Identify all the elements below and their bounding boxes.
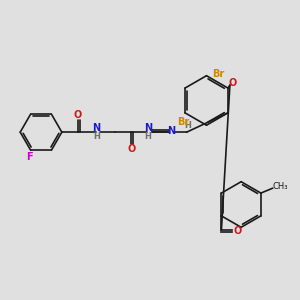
Text: CH₃: CH₃ (273, 182, 288, 191)
Text: Br: Br (177, 117, 189, 127)
Text: Br: Br (212, 69, 224, 79)
Text: O: O (127, 144, 135, 154)
Text: O: O (229, 78, 237, 88)
Text: H: H (145, 132, 152, 141)
Text: O: O (233, 226, 242, 236)
Text: N: N (144, 123, 152, 133)
Text: N: N (167, 126, 175, 136)
Text: N: N (92, 123, 101, 133)
Text: F: F (26, 152, 33, 162)
Text: H: H (93, 132, 100, 141)
Text: O: O (74, 110, 82, 120)
Text: H: H (184, 121, 191, 130)
